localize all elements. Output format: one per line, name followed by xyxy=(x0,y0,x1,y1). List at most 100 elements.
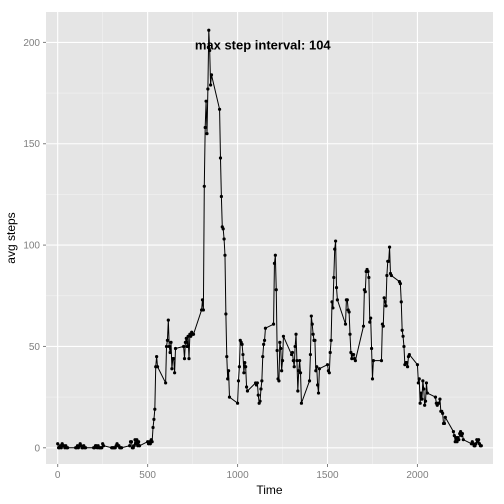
data-point xyxy=(350,357,354,361)
data-point xyxy=(259,387,263,391)
data-point xyxy=(182,357,187,361)
data-point xyxy=(371,359,375,363)
data-point xyxy=(419,391,423,395)
data-point xyxy=(298,371,303,375)
data-point xyxy=(420,397,424,401)
data-point xyxy=(309,314,313,318)
data-point xyxy=(311,332,315,336)
data-point xyxy=(316,383,320,387)
data-point xyxy=(382,296,386,300)
data-point xyxy=(387,245,392,249)
data-point xyxy=(129,440,134,444)
data-point xyxy=(424,381,429,385)
data-point xyxy=(401,334,405,338)
data-point xyxy=(182,344,186,349)
data-point xyxy=(204,99,208,103)
data-point xyxy=(461,438,465,442)
data-point xyxy=(237,365,241,369)
data-point xyxy=(383,300,387,304)
data-point xyxy=(351,352,356,357)
data-point xyxy=(280,369,284,373)
grid-minor xyxy=(46,12,493,464)
data-point xyxy=(274,288,278,292)
data-point xyxy=(332,275,336,280)
data-point xyxy=(315,365,319,369)
data-point xyxy=(280,359,285,363)
x-tick-label: 1500 xyxy=(316,470,339,481)
data-point xyxy=(137,440,141,444)
data-point xyxy=(405,365,410,369)
data-point xyxy=(273,253,277,257)
data-point xyxy=(460,432,465,436)
data-point xyxy=(279,346,283,351)
x-axis-title: Time xyxy=(256,483,283,497)
data-point xyxy=(443,415,447,419)
data-point xyxy=(221,227,225,231)
data-point xyxy=(407,352,411,357)
data-point xyxy=(205,132,209,136)
data-point xyxy=(477,438,481,442)
data-point xyxy=(208,48,212,53)
data-point xyxy=(208,83,213,87)
data-point xyxy=(379,359,384,363)
data-point xyxy=(298,359,302,363)
data-point xyxy=(299,401,304,405)
data-point xyxy=(223,253,227,257)
data-point xyxy=(437,401,441,405)
data-point xyxy=(173,346,178,351)
data-point xyxy=(164,381,168,385)
data-point xyxy=(457,438,461,442)
max-annotation: max step interval: 104 xyxy=(195,37,332,52)
data-point xyxy=(347,310,351,314)
data-point xyxy=(200,298,205,302)
data-point xyxy=(275,348,279,353)
data-point xyxy=(271,322,276,326)
data-point xyxy=(421,379,425,383)
data-point xyxy=(442,421,447,426)
data-point xyxy=(191,332,196,336)
data-point xyxy=(343,322,348,326)
data-point xyxy=(295,359,299,363)
data-point xyxy=(217,107,222,111)
data-point xyxy=(222,237,226,241)
data-point xyxy=(185,344,189,349)
series-points xyxy=(56,28,483,450)
data-point xyxy=(240,342,244,347)
y-axis-title: avg steps xyxy=(4,212,18,263)
data-point xyxy=(155,365,160,369)
data-point xyxy=(400,328,404,332)
data-point xyxy=(137,444,142,448)
data-point xyxy=(417,377,421,381)
data-point xyxy=(219,194,223,199)
data-point xyxy=(56,442,60,446)
data-point xyxy=(218,156,223,160)
data-point xyxy=(167,344,171,349)
data-point xyxy=(291,359,295,363)
data-point xyxy=(119,446,124,450)
data-point xyxy=(128,444,132,448)
data-point xyxy=(245,389,250,393)
data-point xyxy=(65,446,70,450)
data-point xyxy=(168,350,172,355)
data-point xyxy=(241,352,245,357)
data-point xyxy=(244,385,249,389)
data-point xyxy=(278,340,282,344)
data-point xyxy=(153,407,157,411)
data-point xyxy=(345,298,349,302)
data-point xyxy=(381,324,385,328)
x-tick-label: 0 xyxy=(55,470,61,481)
x-tick-label: 2000 xyxy=(406,470,429,481)
data-point xyxy=(348,332,352,336)
data-point xyxy=(405,361,409,365)
data-point xyxy=(327,371,331,375)
data-point xyxy=(451,429,456,434)
data-point xyxy=(399,300,403,304)
data-point xyxy=(206,87,210,91)
data-point xyxy=(385,273,389,278)
data-point xyxy=(353,359,357,363)
x-axis: 0 500 1000 1500 2000 xyxy=(55,464,429,481)
data-point xyxy=(366,269,370,274)
data-point xyxy=(201,308,205,312)
data-point xyxy=(183,340,188,344)
